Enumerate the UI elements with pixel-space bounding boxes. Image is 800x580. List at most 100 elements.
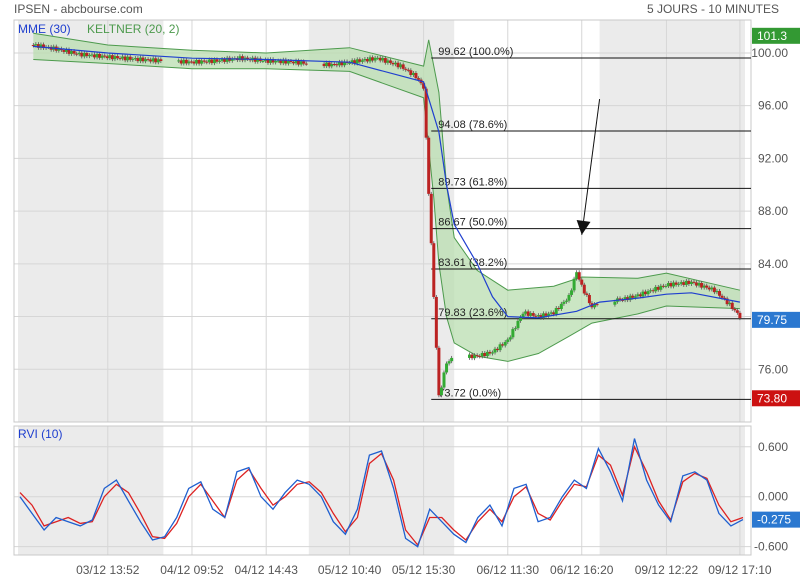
candle-body: [212, 59, 216, 64]
candle-body: [735, 310, 739, 313]
candle-body: [404, 68, 408, 70]
rvi-main-line: [19, 438, 744, 548]
candle-body: [230, 58, 234, 61]
candle-body: [674, 282, 678, 285]
arrow-annotation-line: [581, 99, 601, 235]
x-tick-label: 05/12 10:40: [318, 563, 382, 577]
candle-body: [577, 272, 581, 280]
candle-body: [710, 287, 714, 290]
candle-body: [549, 312, 553, 314]
candle-body: [432, 243, 436, 297]
candle-body: [493, 348, 497, 353]
candle-body: [348, 62, 352, 64]
candle-body: [429, 193, 433, 244]
candle-body: [126, 56, 130, 61]
candle-body: [570, 290, 574, 295]
candle-body: [526, 311, 530, 316]
y-tick-label-price: 76.00: [758, 362, 788, 376]
rvi-value-badge-label: -0.275: [757, 513, 791, 527]
candle-body: [256, 58, 260, 62]
candle-body: [184, 59, 188, 64]
candle-body: [705, 285, 709, 288]
candle-body: [654, 286, 658, 292]
candle-body: [205, 61, 209, 63]
candle-body: [289, 60, 293, 62]
fib-level-label: 89.73 (61.8%): [438, 176, 507, 188]
candle-body: [664, 285, 668, 287]
candle-body: [485, 351, 489, 357]
candle-body: [613, 301, 617, 305]
x-tick-label: 06/12 11:30: [477, 563, 540, 577]
x-tick-label: 03/12 13:52: [76, 563, 140, 577]
candle-body: [80, 52, 84, 57]
candle-body: [416, 78, 420, 80]
candle-body: [396, 62, 400, 68]
candle-body: [585, 293, 589, 295]
candle-body: [506, 339, 510, 342]
y-tick-label-price: 92.00: [758, 151, 788, 165]
candle-body: [702, 285, 706, 288]
candle-body: [215, 59, 219, 62]
candle-body: [177, 60, 181, 62]
candle-body: [659, 285, 663, 290]
candle-body: [447, 361, 451, 364]
candle-body: [200, 60, 204, 64]
candle-body: [218, 60, 222, 62]
candle-body: [220, 59, 224, 61]
candle-body: [378, 57, 382, 61]
price-badge: [752, 311, 800, 328]
candle-body: [281, 59, 285, 64]
candle-body: [399, 64, 403, 68]
candle-body: [294, 60, 298, 64]
candle-body: [373, 57, 377, 61]
candle-body: [450, 357, 454, 362]
candle-body: [539, 315, 543, 318]
candle-body: [582, 284, 586, 294]
candle-body: [445, 363, 449, 373]
candle-body: [261, 60, 265, 62]
candle-body: [503, 341, 507, 346]
candle-body: [414, 72, 418, 79]
candle-body: [529, 313, 533, 316]
candle-body: [534, 315, 538, 317]
candle-body: [687, 280, 691, 284]
x-tick-label: 04/12 14:43: [234, 563, 298, 577]
candle-body: [284, 59, 288, 64]
candle-body: [575, 272, 579, 279]
candle-body: [473, 355, 477, 359]
candle-body: [82, 52, 86, 57]
candle-body: [113, 56, 117, 60]
candle-body: [628, 295, 632, 301]
candle-body: [562, 301, 566, 304]
candle-body: [656, 286, 660, 290]
y-tick-label-price: 96.00: [758, 99, 788, 113]
candle-body: [592, 304, 596, 308]
candle-body: [159, 59, 163, 61]
candle-body: [519, 317, 523, 321]
candle-body: [684, 280, 688, 285]
candle-body: [98, 53, 102, 58]
candle-body: [115, 56, 119, 59]
candle-body: [717, 291, 721, 296]
candle-body: [567, 294, 571, 301]
candle-body: [330, 63, 334, 67]
x-tick-label: 04/12 09:52: [160, 563, 224, 577]
y-tick-label-rvi: 0.600: [758, 440, 788, 454]
candle-body: [363, 58, 367, 61]
fib-level-label: 79.83 (23.6%): [438, 307, 507, 319]
candle-body: [87, 55, 91, 57]
candle-body: [42, 44, 46, 49]
candle-body: [179, 60, 183, 64]
candle-body: [470, 354, 474, 359]
candle-body: [371, 57, 375, 61]
candle-body: [651, 290, 655, 292]
chart-period: 5 JOURS - 10 MINUTES: [647, 2, 779, 16]
candle-body: [700, 282, 704, 288]
candle-body: [322, 63, 326, 67]
candle-body: [276, 60, 280, 62]
candle-body: [728, 302, 732, 305]
candle-body: [100, 55, 104, 58]
candle-body: [103, 55, 107, 57]
y-tick-label-rvi: 0.000: [758, 490, 788, 504]
candle-body: [240, 56, 244, 61]
